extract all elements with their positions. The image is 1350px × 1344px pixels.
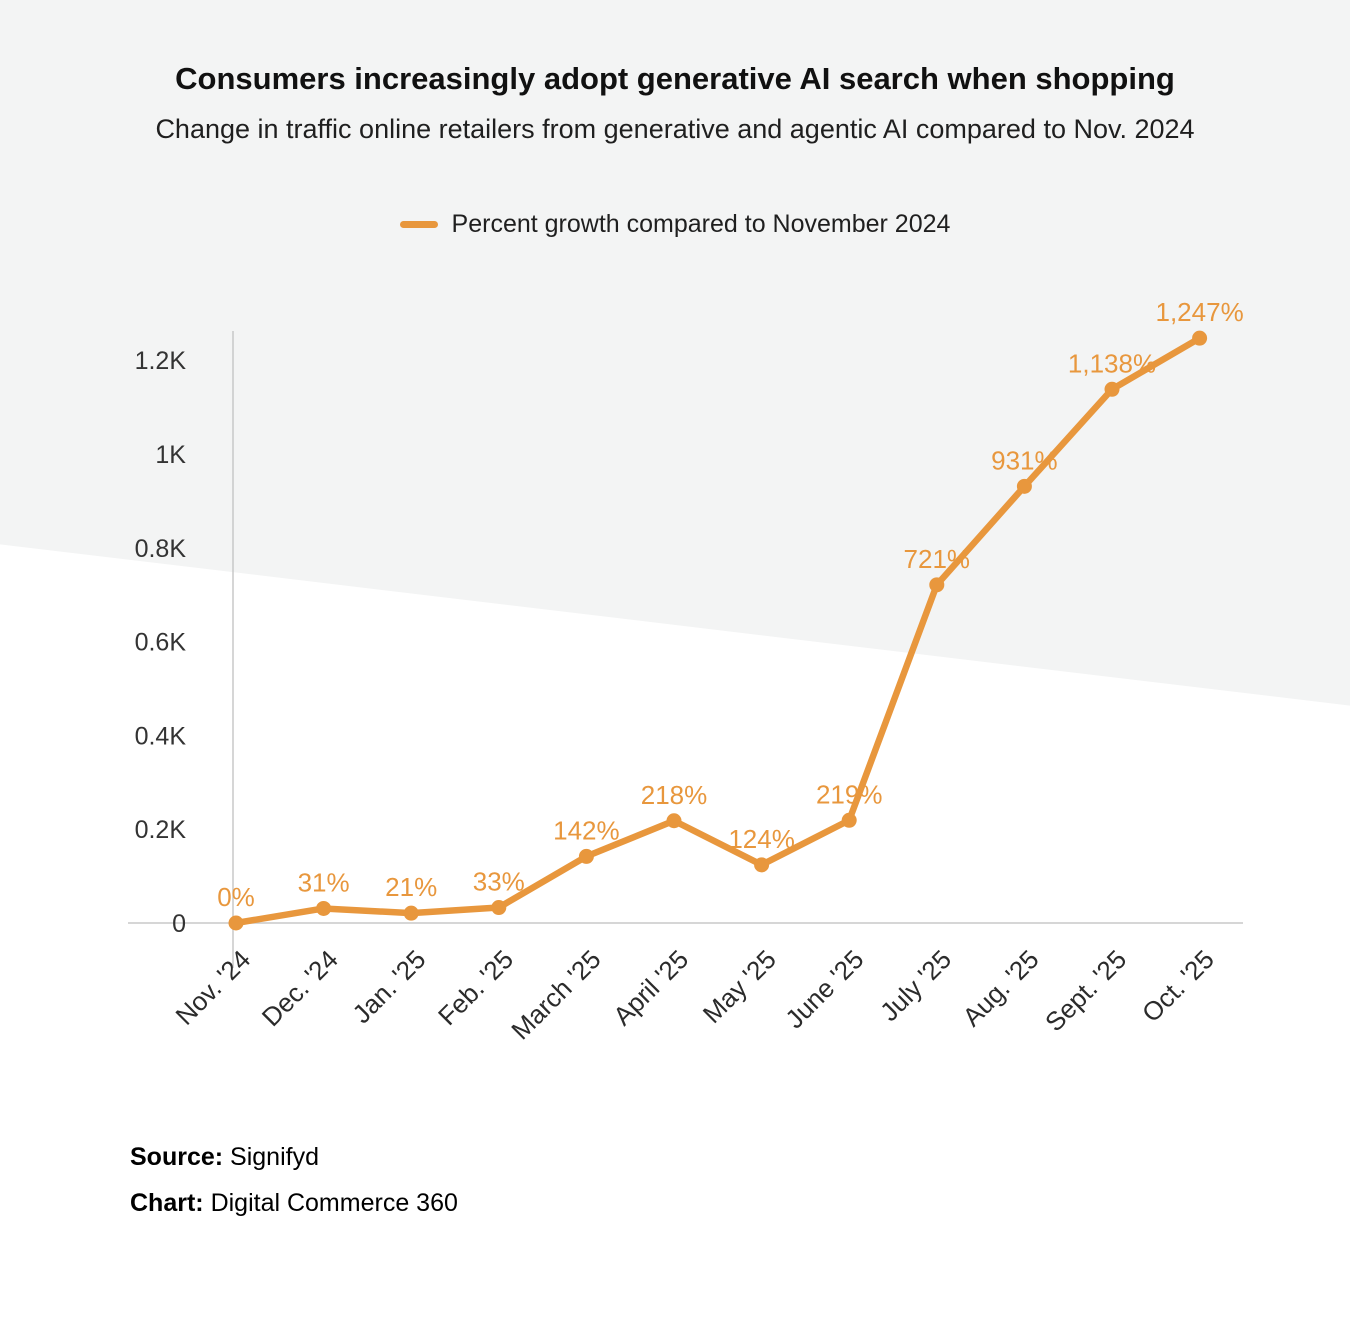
data-point-label: 1,138% xyxy=(1068,348,1156,378)
y-axis-tick: 0.4K xyxy=(135,722,187,750)
data-line xyxy=(232,334,1203,927)
y-axis-tick: 1.2K xyxy=(135,347,187,375)
x-axis-label: Dec. '24 xyxy=(256,944,344,1032)
data-point xyxy=(403,905,419,921)
x-axis-label: April '25 xyxy=(607,944,694,1031)
legend: Percent growth compared to November 2024 xyxy=(0,209,1350,239)
data-point xyxy=(1016,478,1032,494)
x-axis-label: Sept. '25 xyxy=(1039,944,1132,1037)
data-point xyxy=(666,813,682,829)
data-point xyxy=(316,900,332,916)
data-point-label: 218% xyxy=(641,780,708,810)
chart-title: Consumers increasingly adopt generative … xyxy=(175,61,1175,96)
source-line: Source: Signifyd xyxy=(130,1141,1350,1174)
x-axis-label: Feb. '25 xyxy=(432,944,519,1031)
y-axis-tick: 0 xyxy=(172,910,186,938)
data-point xyxy=(1104,381,1120,397)
data-point xyxy=(578,848,594,864)
data-point xyxy=(1192,330,1208,346)
y-axis-tick: 0.2K xyxy=(135,816,187,844)
credit-value: Digital Commerce 360 xyxy=(210,1188,458,1217)
data-point xyxy=(491,900,507,916)
x-axis-label: June '25 xyxy=(779,944,869,1034)
data-point-label: 33% xyxy=(473,867,525,897)
x-axis-label: Nov. '24 xyxy=(170,944,257,1031)
x-axis-label: May '25 xyxy=(697,944,782,1029)
data-point-label: 31% xyxy=(298,867,350,897)
x-axis-label: Jan. '25 xyxy=(346,944,431,1029)
x-axis-label: Oct. '25 xyxy=(1136,944,1220,1028)
data-point-label: 124% xyxy=(728,824,795,854)
data-point-label: 0% xyxy=(217,882,255,912)
x-axis-label: July '25 xyxy=(874,944,957,1027)
data-point xyxy=(754,857,770,873)
data-point-label: 931% xyxy=(991,445,1058,475)
legend-label: Percent growth compared to November 2024 xyxy=(451,209,951,238)
credit-label: Chart: xyxy=(130,1188,204,1217)
data-point xyxy=(929,577,945,593)
chart-content: Consumers increasingly adopt generative … xyxy=(0,61,1350,1219)
chart-subtitle: Change in traffic online retailers from … xyxy=(155,114,1195,145)
line-chart: 0 0.2K 0.4K 0.6K 0.8K 1K 1.2K 0% Nov. '24 31% Dec.… xyxy=(128,297,1244,1045)
source-label: Source: xyxy=(130,1143,224,1172)
data-point-label: 219% xyxy=(816,779,883,809)
data-point xyxy=(841,812,857,828)
data-point xyxy=(228,915,244,931)
data-point-label: 21% xyxy=(385,872,437,902)
y-axis-tick: 0.6K xyxy=(135,629,187,657)
y-axis-tick: 1K xyxy=(155,441,186,469)
x-axis-label: March '25 xyxy=(505,944,606,1045)
data-point-label: 1,247% xyxy=(1156,297,1244,327)
x-axis-label: Aug. '25 xyxy=(957,944,1045,1032)
y-axis-tick: 0.8K xyxy=(135,535,187,563)
data-point-label: 721% xyxy=(904,544,971,574)
source-value: Signifyd xyxy=(230,1143,319,1172)
footer: Source: Signifyd Chart: Digital Commerce… xyxy=(130,1141,1350,1219)
legend-line-icon xyxy=(399,220,438,228)
credit-line: Chart: Digital Commerce 360 xyxy=(130,1187,1350,1220)
data-point-label: 142% xyxy=(553,815,620,845)
